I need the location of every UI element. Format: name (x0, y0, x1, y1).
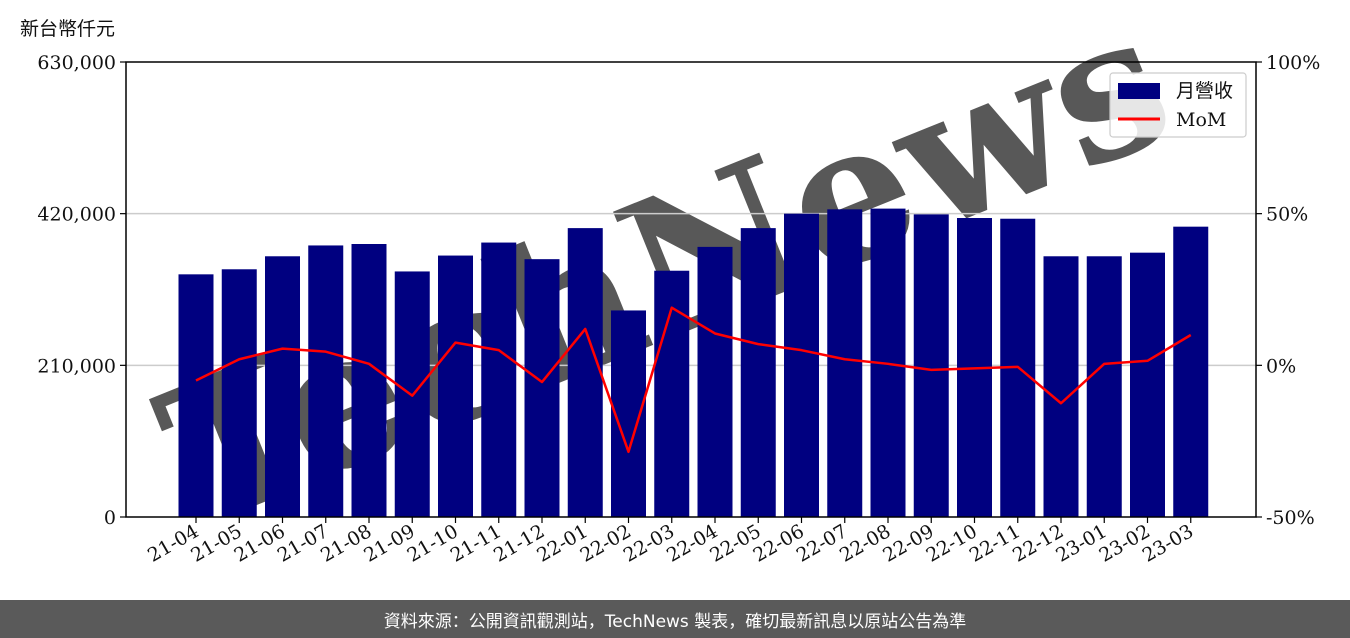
bar-21-10 (438, 255, 473, 518)
y-axis-unit-label: 新台幣仟元 (20, 18, 116, 40)
right-tick-label: 0% (1266, 355, 1296, 377)
bar-21-08 (351, 244, 387, 517)
bar-21-11 (481, 242, 517, 518)
legend-label-revenue: 月營收 (1176, 80, 1233, 102)
bar-22-12 (1043, 256, 1079, 517)
bar-22-05 (740, 228, 776, 517)
right-tick-label: -50% (1266, 507, 1315, 529)
mom-line (195, 306, 1192, 454)
chart-root: 新台幣仟元 TechNews0210,000420,000630,000-50%… (20, 0, 1320, 570)
bar-22-07 (827, 209, 863, 518)
bar-22-09 (913, 214, 949, 517)
plot-frame (125, 61, 1257, 518)
legend-label-mom: MoM (1176, 109, 1226, 131)
combo-chart: TechNews0210,000420,000630,000-50%0%50%1… (37, 0, 1320, 570)
x-tick-label: 23-03 (1139, 520, 1197, 566)
source-footer: 資料來源：公開資訊觀測站，TechNews 製表，確切最新訊息以原站公告為準 (0, 600, 1350, 638)
bar-23-01 (1086, 256, 1122, 517)
footer-text: 資料來源：公開資訊觀測站，TechNews 製表，確切最新訊息以原站公告為準 (383, 611, 967, 632)
bar-21-12 (524, 259, 560, 517)
bar-21-07 (308, 245, 344, 517)
bar-23-02 (1130, 252, 1165, 517)
right-tick-label: 50% (1266, 204, 1308, 226)
left-tick-label: 0 (104, 507, 116, 529)
bar-22-06 (784, 213, 819, 517)
bar-21-06 (265, 256, 300, 517)
legend-swatch-bar (1118, 83, 1160, 99)
bar-22-04 (697, 246, 733, 517)
left-tick-label: 420,000 (37, 204, 116, 226)
bar-21-04 (178, 274, 214, 517)
bar-22-01 (567, 228, 603, 517)
left-tick-label: 630,000 (37, 52, 116, 74)
right-tick-label: 100% (1266, 52, 1320, 74)
left-tick-label: 210,000 (37, 355, 116, 377)
bar-21-05 (221, 269, 257, 517)
bar-23-03 (1173, 226, 1209, 517)
